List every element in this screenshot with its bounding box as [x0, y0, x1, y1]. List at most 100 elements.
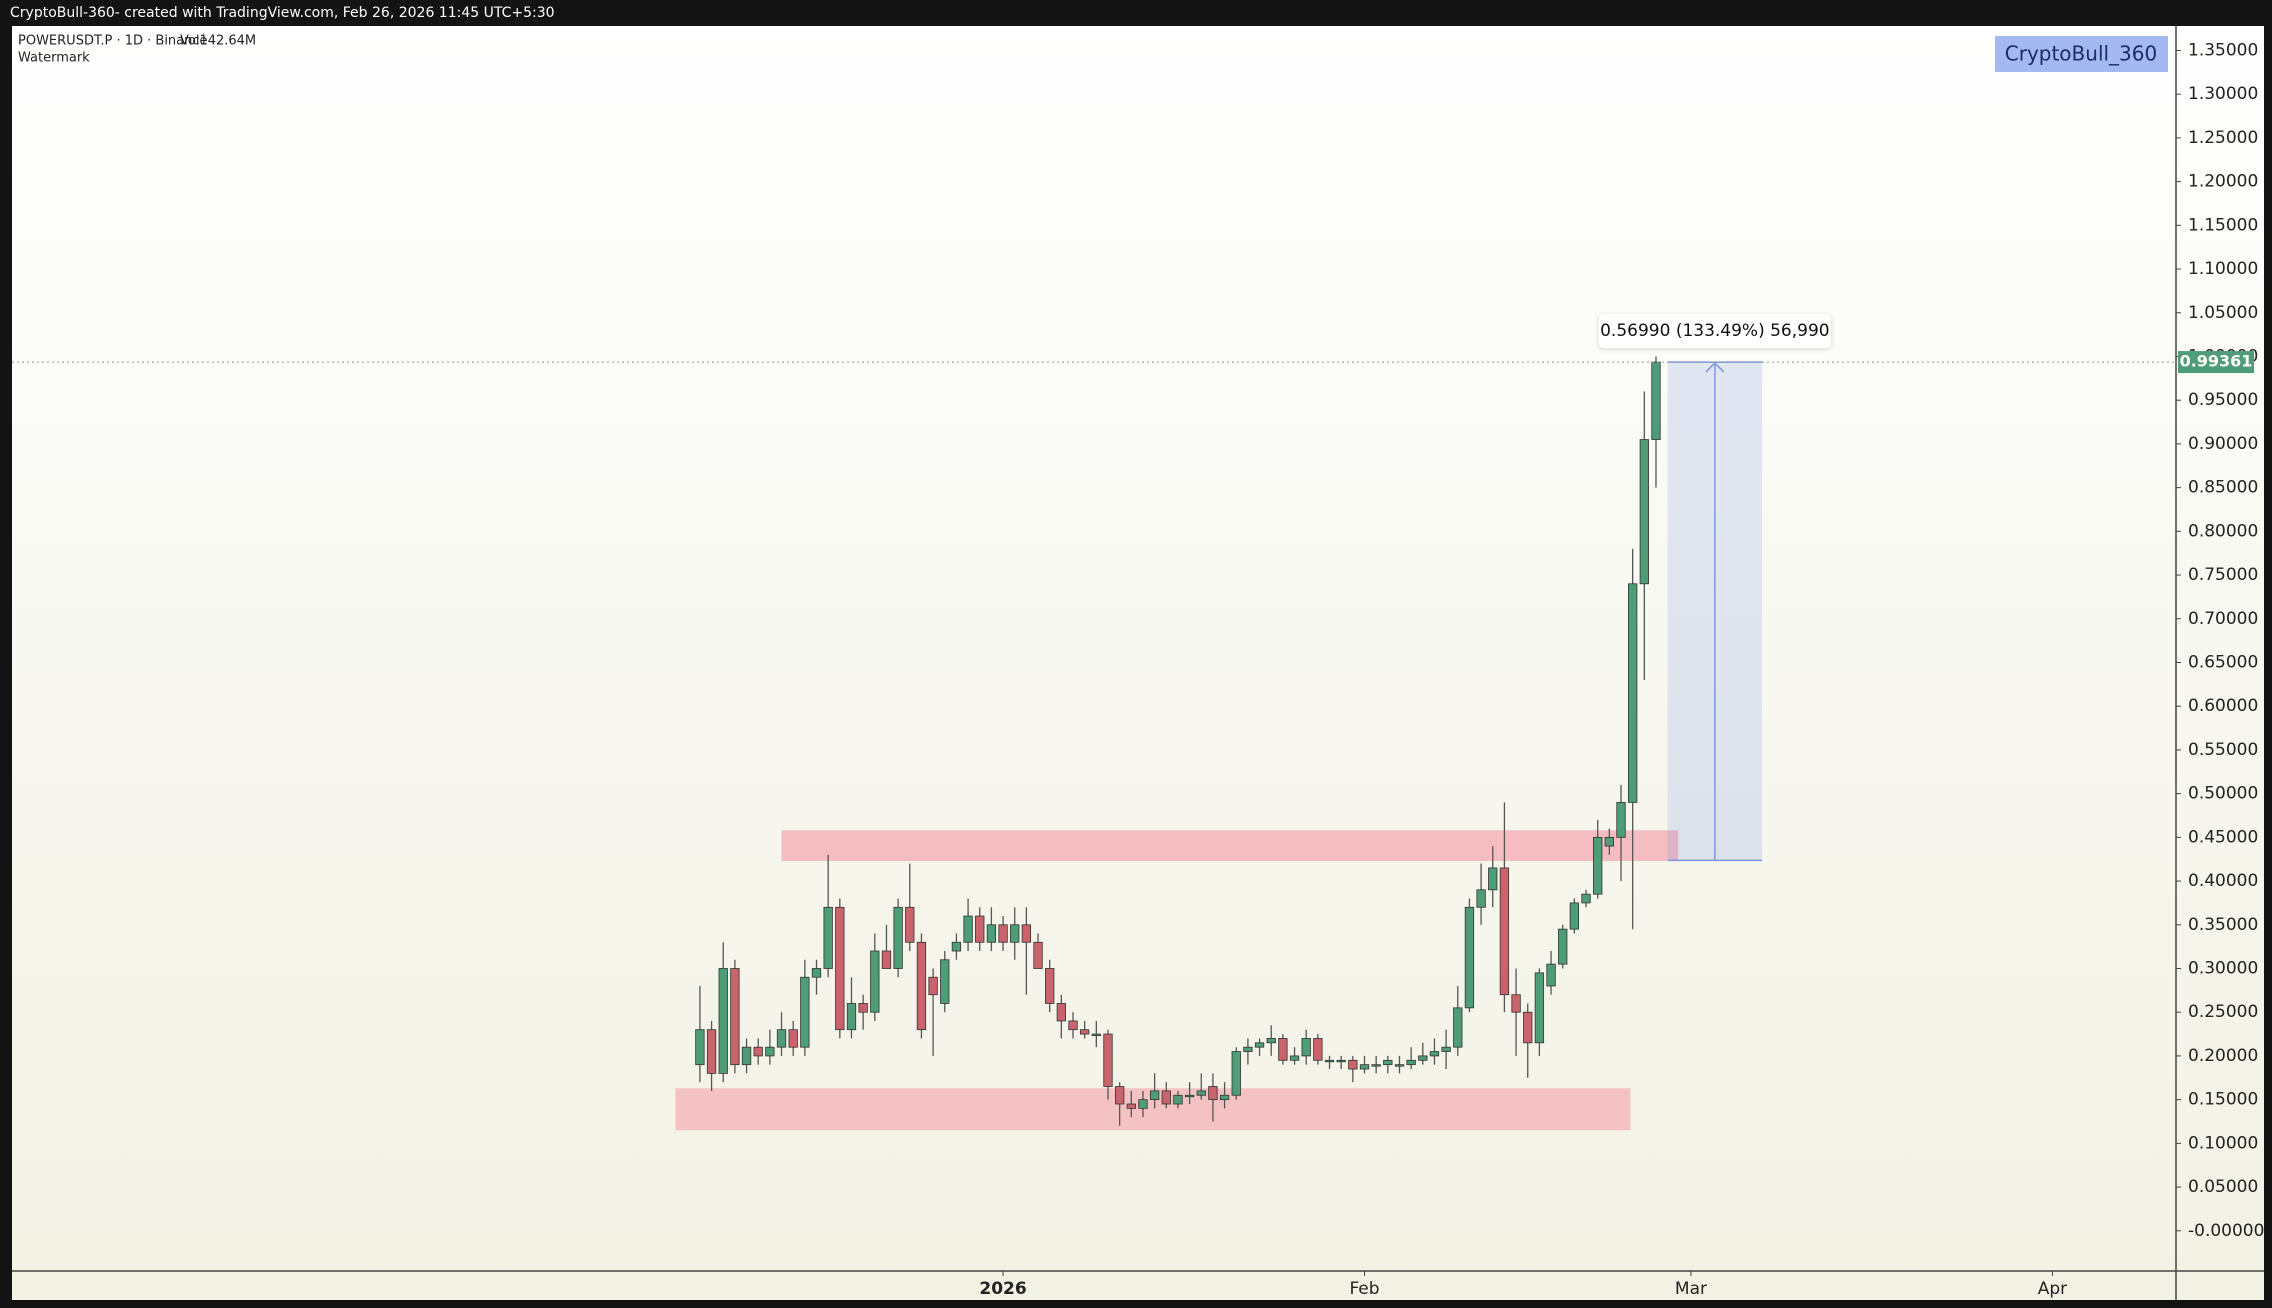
- candle-body: [741, 1046, 752, 1066]
- y-tick-label: 1.10000: [2188, 259, 2258, 279]
- y-tick-label: 1.35000: [2188, 40, 2258, 60]
- candle-body: [1080, 1029, 1090, 1035]
- y-tick-label: 0.55000: [2188, 740, 2258, 760]
- candle-body: [1336, 1059, 1346, 1063]
- candle-body: [1173, 1094, 1183, 1105]
- candle-body: [1091, 1033, 1101, 1036]
- candle-body: [846, 1003, 857, 1031]
- source-line: CryptoBull-360- created with TradingView…: [10, 5, 555, 21]
- candle-body: [1184, 1094, 1195, 1098]
- candle-body: [1161, 1090, 1171, 1105]
- candle-body: [1383, 1059, 1393, 1066]
- candle-body: [1628, 583, 1638, 803]
- candle-body: [1115, 1086, 1125, 1105]
- candle-body: [1021, 924, 1032, 943]
- candle-body: [858, 1003, 868, 1013]
- y-tick-label: 0.80000: [2188, 521, 2258, 541]
- badge: CryptoBull_360: [2005, 42, 2157, 66]
- candle-body: [1523, 1011, 1533, 1044]
- candle-body: [811, 968, 822, 978]
- candle-body: [1581, 893, 1591, 904]
- candle-body: [916, 941, 927, 1031]
- candle-body: [1208, 1086, 1218, 1101]
- candle-body: [1616, 801, 1626, 838]
- candle-body: [1558, 928, 1568, 965]
- candle-body: [1359, 1064, 1370, 1070]
- x-tick-label: 2026: [979, 1279, 1026, 1299]
- candle-body: [1348, 1059, 1358, 1070]
- y-tick-label: 0.40000: [2188, 871, 2258, 891]
- candle-body: [1301, 1038, 1311, 1057]
- candle-body: [1453, 1007, 1463, 1048]
- candle-body: [1278, 1038, 1288, 1061]
- y-tick-label: 0.05000: [2188, 1177, 2258, 1197]
- candle-body: [1103, 1033, 1113, 1087]
- y-tick-label: 0.70000: [2188, 609, 2258, 629]
- candle-body: [1499, 867, 1510, 996]
- candle-body: [893, 906, 903, 969]
- y-tick-label: 0.35000: [2188, 915, 2258, 935]
- candle-body: [1289, 1055, 1300, 1061]
- candle-body: [1196, 1090, 1206, 1096]
- candle-body: [1441, 1046, 1451, 1052]
- x-tick-label: Mar: [1675, 1279, 1707, 1299]
- candle-body: [1266, 1038, 1276, 1044]
- chart-background: [12, 26, 2264, 1300]
- candle-body: [1534, 972, 1545, 1044]
- candle-body: [870, 950, 880, 1013]
- y-tick-label: 0.25000: [2188, 1002, 2258, 1022]
- candle-body: [776, 1029, 787, 1048]
- candle-body: [1149, 1090, 1160, 1101]
- y-tick-label: 0.90000: [2188, 434, 2258, 454]
- x-tick-label: Apr: [2038, 1279, 2067, 1299]
- badge-box: [1995, 36, 2168, 72]
- candle-body: [1045, 968, 1055, 1004]
- candle-body: [1569, 902, 1580, 930]
- y-tick-label: 1.15000: [2188, 215, 2258, 235]
- candle-body: [1593, 836, 1603, 895]
- candle-body: [951, 941, 962, 952]
- candle-body: [1243, 1046, 1253, 1052]
- watermark: Watermark: [18, 51, 90, 66]
- candle-body: [765, 1046, 775, 1057]
- y-tick-label: 0.50000: [2188, 784, 2258, 804]
- candle-body: [1138, 1099, 1148, 1109]
- x-tick-label: Feb: [1349, 1279, 1379, 1299]
- candle-body: [1313, 1038, 1323, 1061]
- candle-body: [1254, 1042, 1265, 1048]
- candle-body: [1406, 1059, 1416, 1066]
- candle-body: [963, 915, 973, 943]
- candle-body: [1219, 1094, 1230, 1101]
- last-price-label: 0.99361: [2180, 352, 2253, 371]
- candle-body: [718, 968, 728, 1074]
- candle-body: [1418, 1055, 1428, 1061]
- last-price-box: [2178, 351, 2254, 374]
- y-tick-label: 1.20000: [2188, 172, 2258, 192]
- measure-arrowhead: [1705, 362, 1725, 373]
- candle-body: [940, 959, 950, 1004]
- y-tick-label: 0.30000: [2188, 958, 2258, 978]
- symbol-title: POWERUSDT.P · 1D · Binance: [18, 34, 208, 49]
- candle-body: [1546, 963, 1556, 987]
- y-tick-label: 1.30000: [2188, 84, 2258, 104]
- candle-body: [695, 1029, 705, 1066]
- candle-body: [1488, 867, 1498, 891]
- candle-body: [1056, 1003, 1067, 1022]
- candle-body: [1604, 836, 1614, 847]
- y-tick-label: 0.95000: [2188, 390, 2258, 410]
- y-tick-label: 0.10000: [2188, 1133, 2258, 1153]
- candle-body: [881, 950, 892, 969]
- y-tick-label: 1.25000: [2188, 128, 2258, 148]
- candle-body: [1371, 1064, 1381, 1067]
- candle-body: [835, 906, 845, 1031]
- candle-body: [1651, 361, 1661, 440]
- candle-body: [1464, 906, 1475, 1009]
- candle-body: [1068, 1020, 1078, 1031]
- measure-label: 0.56990 (133.49%) 56,990: [1600, 321, 1830, 341]
- candle-body: [706, 1029, 717, 1074]
- candle-body: [998, 924, 1008, 943]
- price-zone: [781, 830, 1679, 861]
- y-tick-label: 0.75000: [2188, 565, 2258, 585]
